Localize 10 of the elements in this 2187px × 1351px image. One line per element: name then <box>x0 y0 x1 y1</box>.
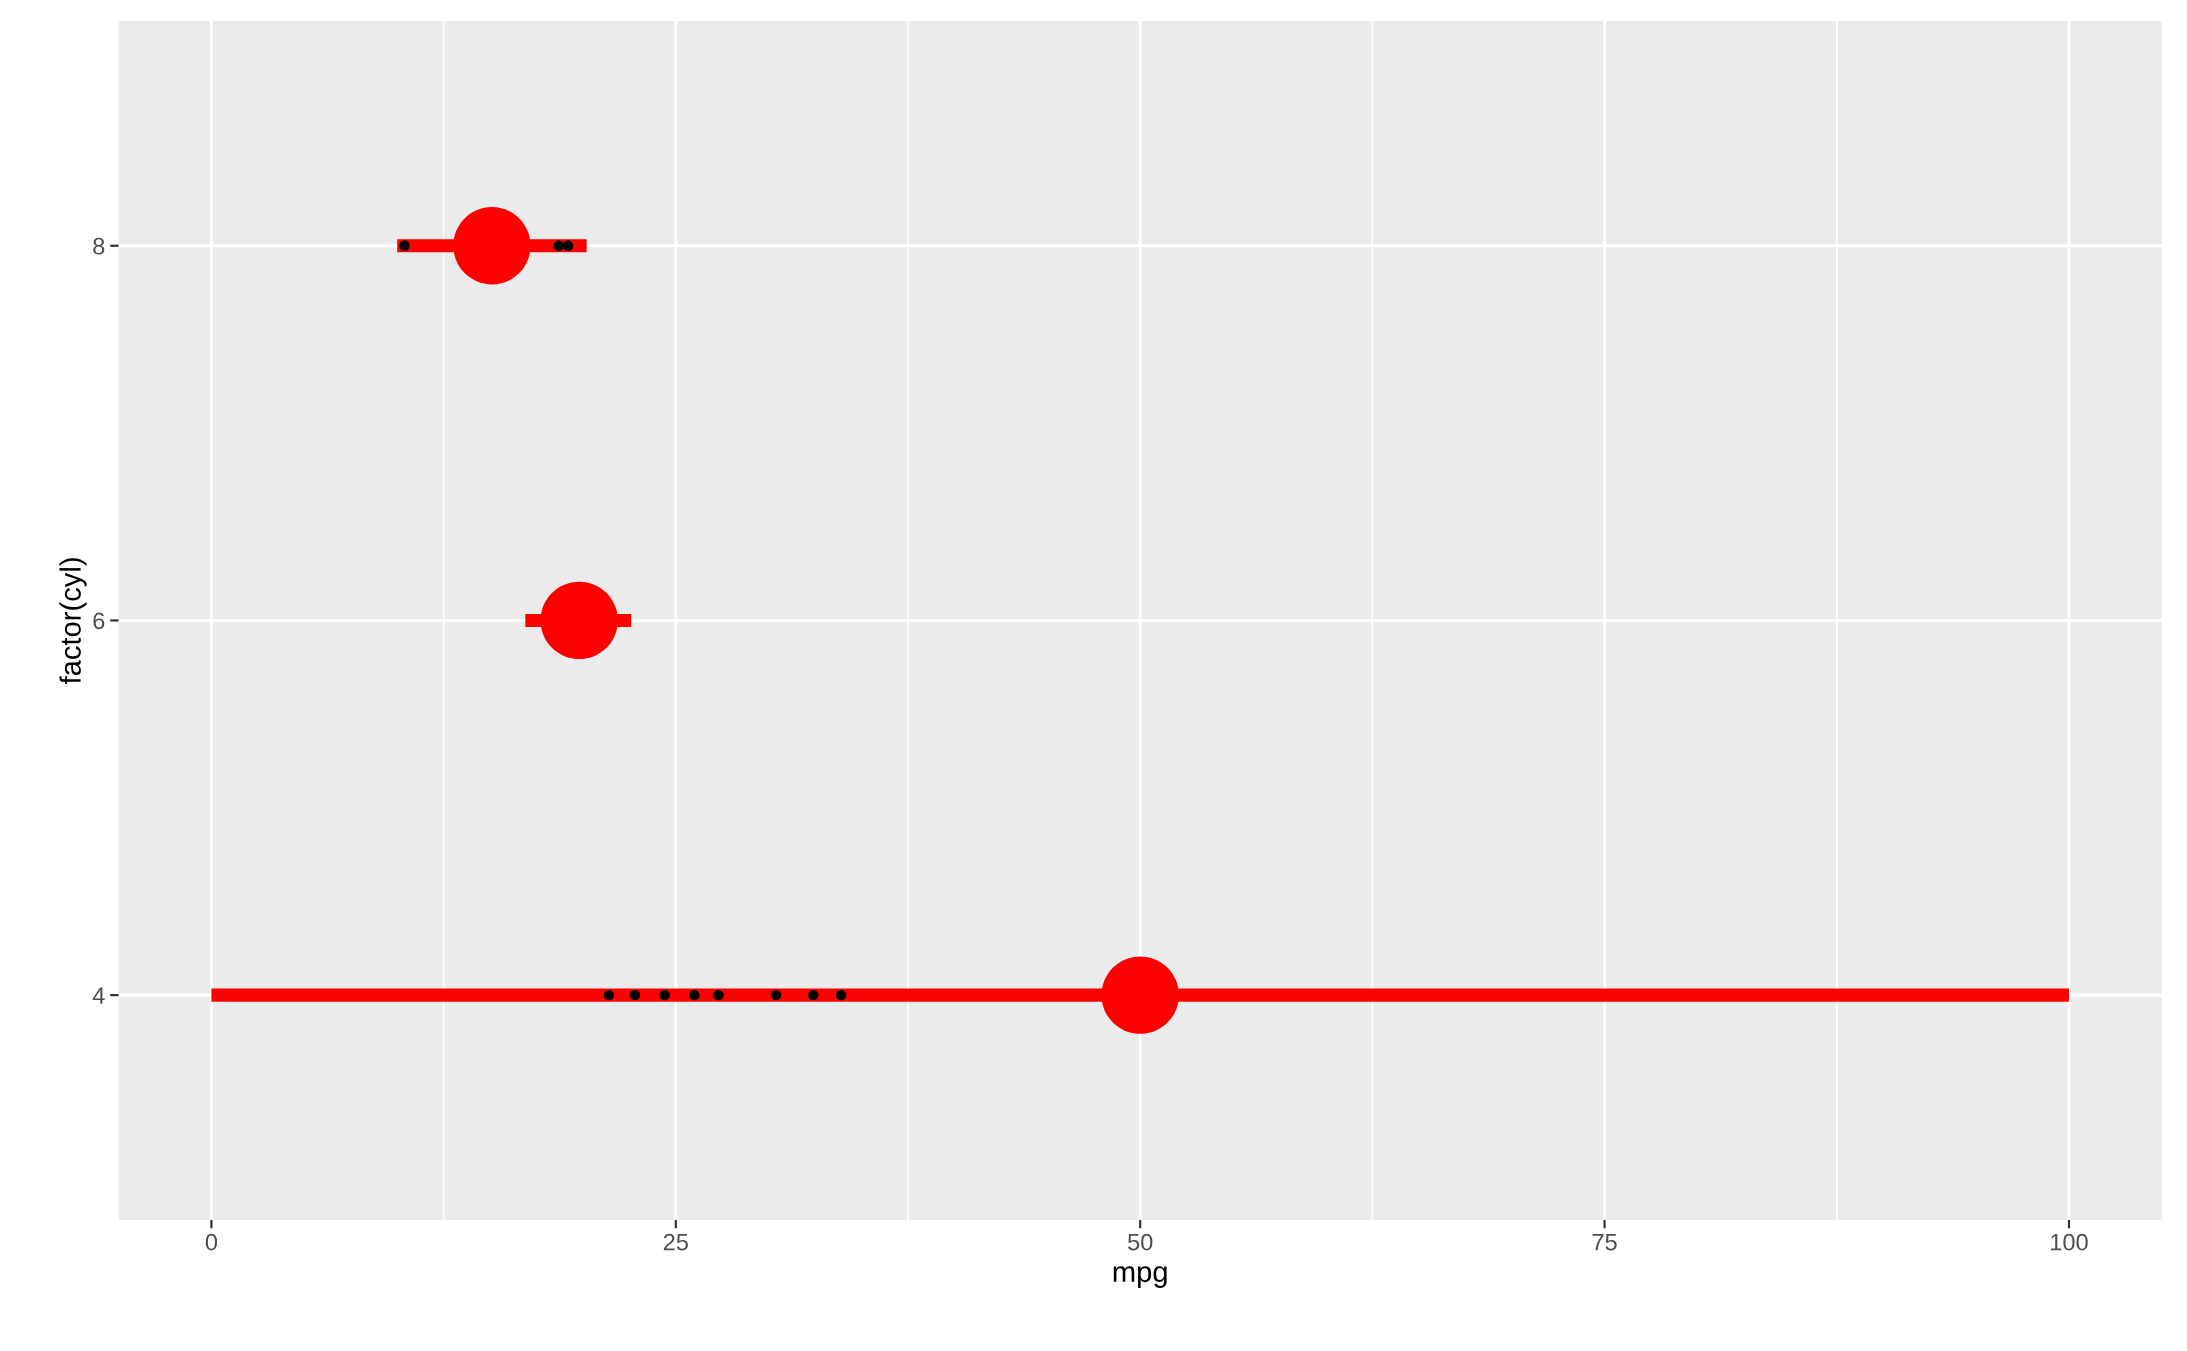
x-tick-label: 0 <box>205 1233 218 1251</box>
y-tick-label: 6 <box>93 612 105 630</box>
y-axis-title: factor(cyl) <box>59 558 87 685</box>
x-tick-label: 25 <box>663 1233 688 1251</box>
x-tick-label: 50 <box>1128 1233 1153 1251</box>
y-tick-label: 4 <box>92 987 105 1004</box>
x-tick-label: 75 <box>1592 1234 1617 1251</box>
y-tick-label: 8 <box>93 237 105 255</box>
x-axis-title: mpg <box>1113 1266 1167 1288</box>
x-tick-label: 100 <box>2051 1233 2088 1251</box>
